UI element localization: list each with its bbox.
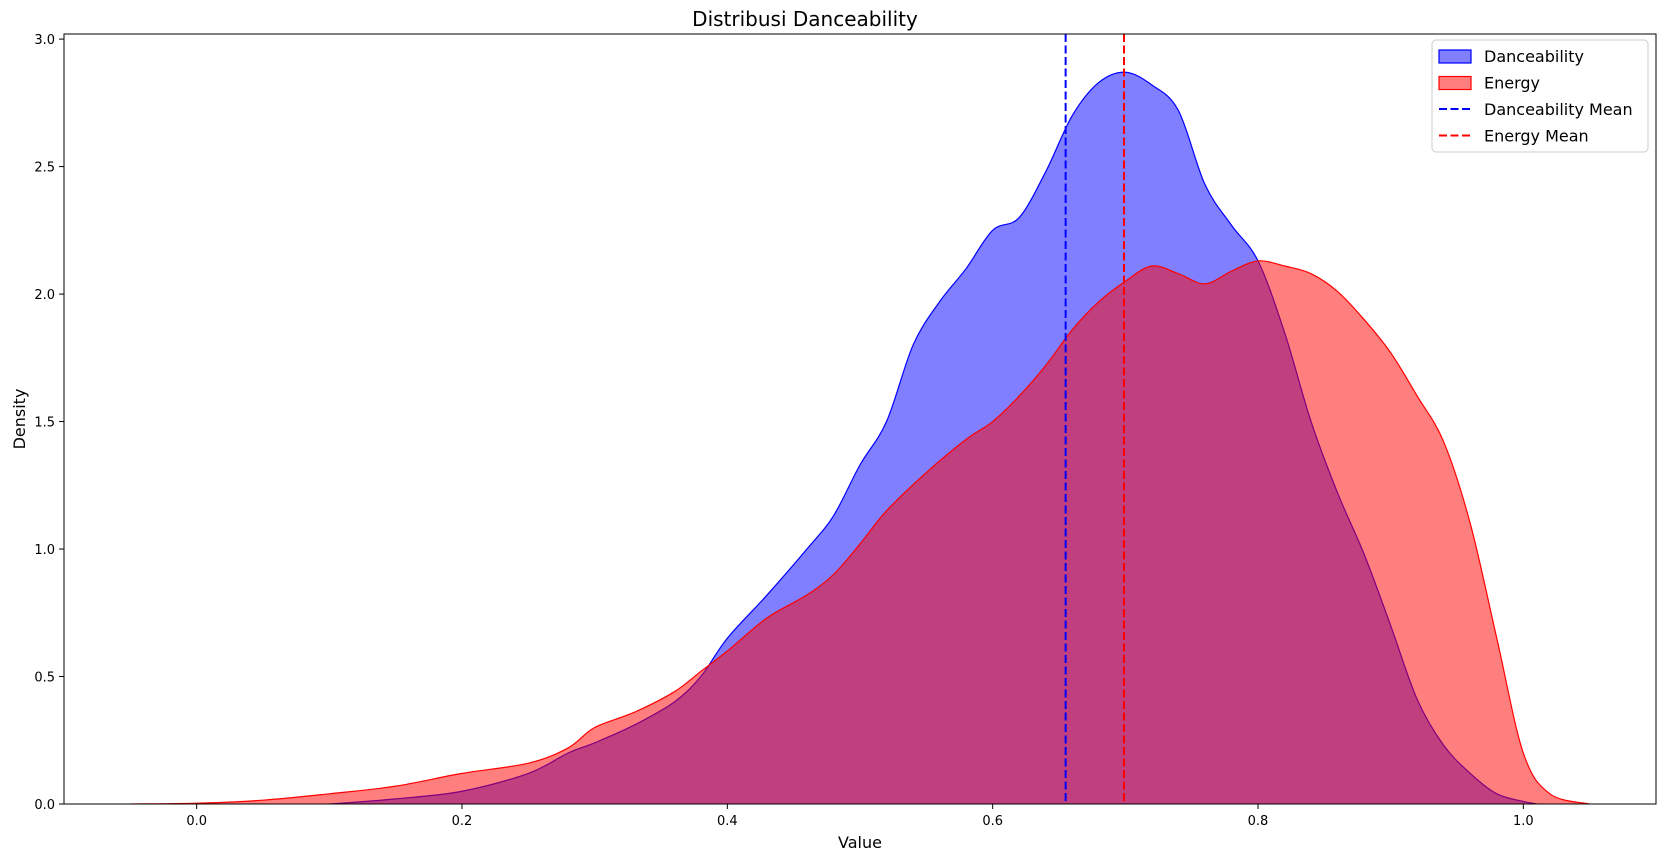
x-axis-title: Value [838,833,882,852]
legend-label-energy-mean: Energy Mean [1484,127,1589,146]
chart-title: Distribusi Danceability [692,7,918,31]
legend-label-danceability: Danceability [1484,47,1584,66]
legend-item-danceability: Danceability [1438,47,1584,66]
energy-density-area [130,260,1590,804]
legend-item-energy: Energy [1438,74,1540,93]
x-tick-label: 1.0 [1513,814,1534,829]
x-axis: 0.0 0.2 0.4 0.6 0.8 1.0 [186,804,1534,829]
legend-item-danceability-mean: Danceability Mean [1439,100,1633,119]
legend-swatch-energy [1438,75,1472,91]
plot-area [130,34,1590,804]
x-tick-label: 0.6 [982,814,1003,829]
y-tick-label: 2.5 [34,161,55,176]
y-tick-label: 2.0 [34,288,55,303]
axes-frame [63,33,1657,805]
x-tick-label: 0.0 [186,814,207,829]
y-tick-label: 0.0 [34,798,55,813]
legend-label-energy: Energy [1484,74,1540,93]
x-tick-label: 0.4 [717,814,738,829]
y-tick-label: 1.0 [34,543,55,558]
y-tick-label: 3.0 [34,33,55,48]
legend-frame [1431,39,1649,153]
x-tick-label: 0.8 [1248,814,1269,829]
legend: Danceability Energy Danceability Mean Energ… [1431,39,1649,153]
energy-density-line [130,260,1590,804]
y-tick-label: 0.5 [34,671,55,686]
legend-swatch-danceability [1438,49,1472,64]
legend-label-danceability-mean: Danceability Mean [1484,100,1633,119]
y-axis: 0.0 0.5 1.0 1.5 2.0 2.5 3.0 [34,33,64,813]
y-tick-label: 1.5 [34,416,55,431]
x-tick-label: 0.2 [452,814,473,829]
y-axis-title: Density [10,389,29,450]
legend-item-energy-mean: Energy Mean [1439,127,1589,146]
